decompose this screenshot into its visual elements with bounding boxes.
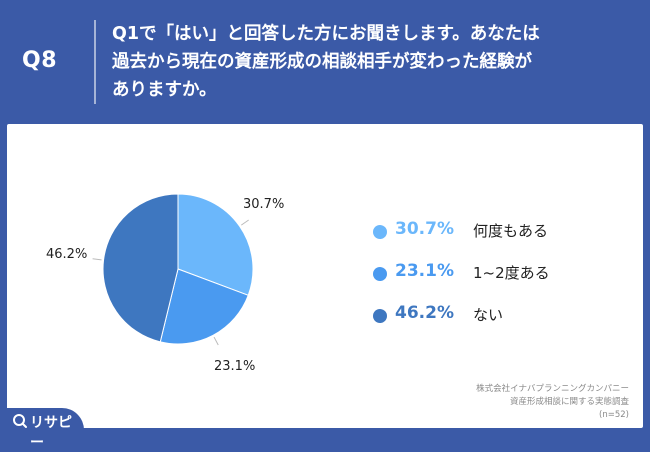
legend: 30.7% 何度もある 23.1% 1~2度ある 46.2% ない: [369, 219, 609, 345]
legend-swatch: [373, 267, 387, 281]
legend-label: 何度もある: [473, 222, 549, 240]
slice-leader-line: [240, 219, 249, 226]
legend-swatch: [373, 309, 387, 323]
legend-label: ない: [473, 306, 504, 324]
question-header: Q8 Q1で「はい」と回答した方にお聞きします。あなたは 過去から現在の資産形成…: [0, 0, 650, 124]
legend-item: 46.2% ない: [369, 303, 609, 345]
legend-percent: 46.2%: [395, 303, 454, 323]
legend-item: 23.1% 1~2度ある: [369, 261, 609, 303]
brand-badge: リサピー: [0, 408, 84, 451]
question-number: Q8: [22, 48, 58, 73]
slice-leader-line: [92, 258, 102, 261]
slice-label: 46.2%: [46, 247, 87, 262]
legend-swatch: [373, 225, 387, 239]
question-line: Q1で「はい」と回答した方にお聞きします。あなたは: [112, 24, 540, 44]
legend-label: 1~2度ある: [473, 264, 550, 282]
question-text: Q1で「はい」と回答した方にお聞きします。あなたは 過去から現在の資産形成の相談…: [112, 20, 632, 104]
source-sample-size: (n=52): [599, 410, 629, 420]
pie-slice: [159, 268, 249, 345]
legend-percent: 30.7%: [395, 219, 454, 239]
pie-chart: 30.7% 23.1% 46.2%: [46, 193, 284, 374]
header-divider: [94, 20, 96, 104]
legend-item: 30.7% 何度もある: [369, 219, 609, 261]
slice-label: 30.7%: [243, 197, 284, 212]
source-note: 株式会社イナバプランニングカンパニー 資産形成相談に関する実態調査 (n=52): [476, 383, 629, 422]
brand-name: リサピー: [30, 415, 72, 451]
magnifier-icon: [13, 414, 27, 428]
source-survey: 資産形成相談に関する実態調査: [509, 397, 629, 407]
source-company: 株式会社イナバプランニングカンパニー: [476, 384, 629, 394]
slice-label: 23.1%: [214, 359, 255, 374]
legend-percent: 23.1%: [395, 261, 454, 281]
question-line: 過去から現在の資産形成の相談相手が変わった経験が: [112, 52, 532, 72]
pie-slice: [102, 193, 179, 343]
chart-panel: 30.7% 23.1% 46.2% 30.7% 何度もある 23.1% 1~2度ある…: [7, 124, 643, 428]
pie-slice: [177, 193, 254, 296]
question-line: ありますか。: [112, 80, 217, 100]
slice-leader-line: [213, 336, 219, 346]
